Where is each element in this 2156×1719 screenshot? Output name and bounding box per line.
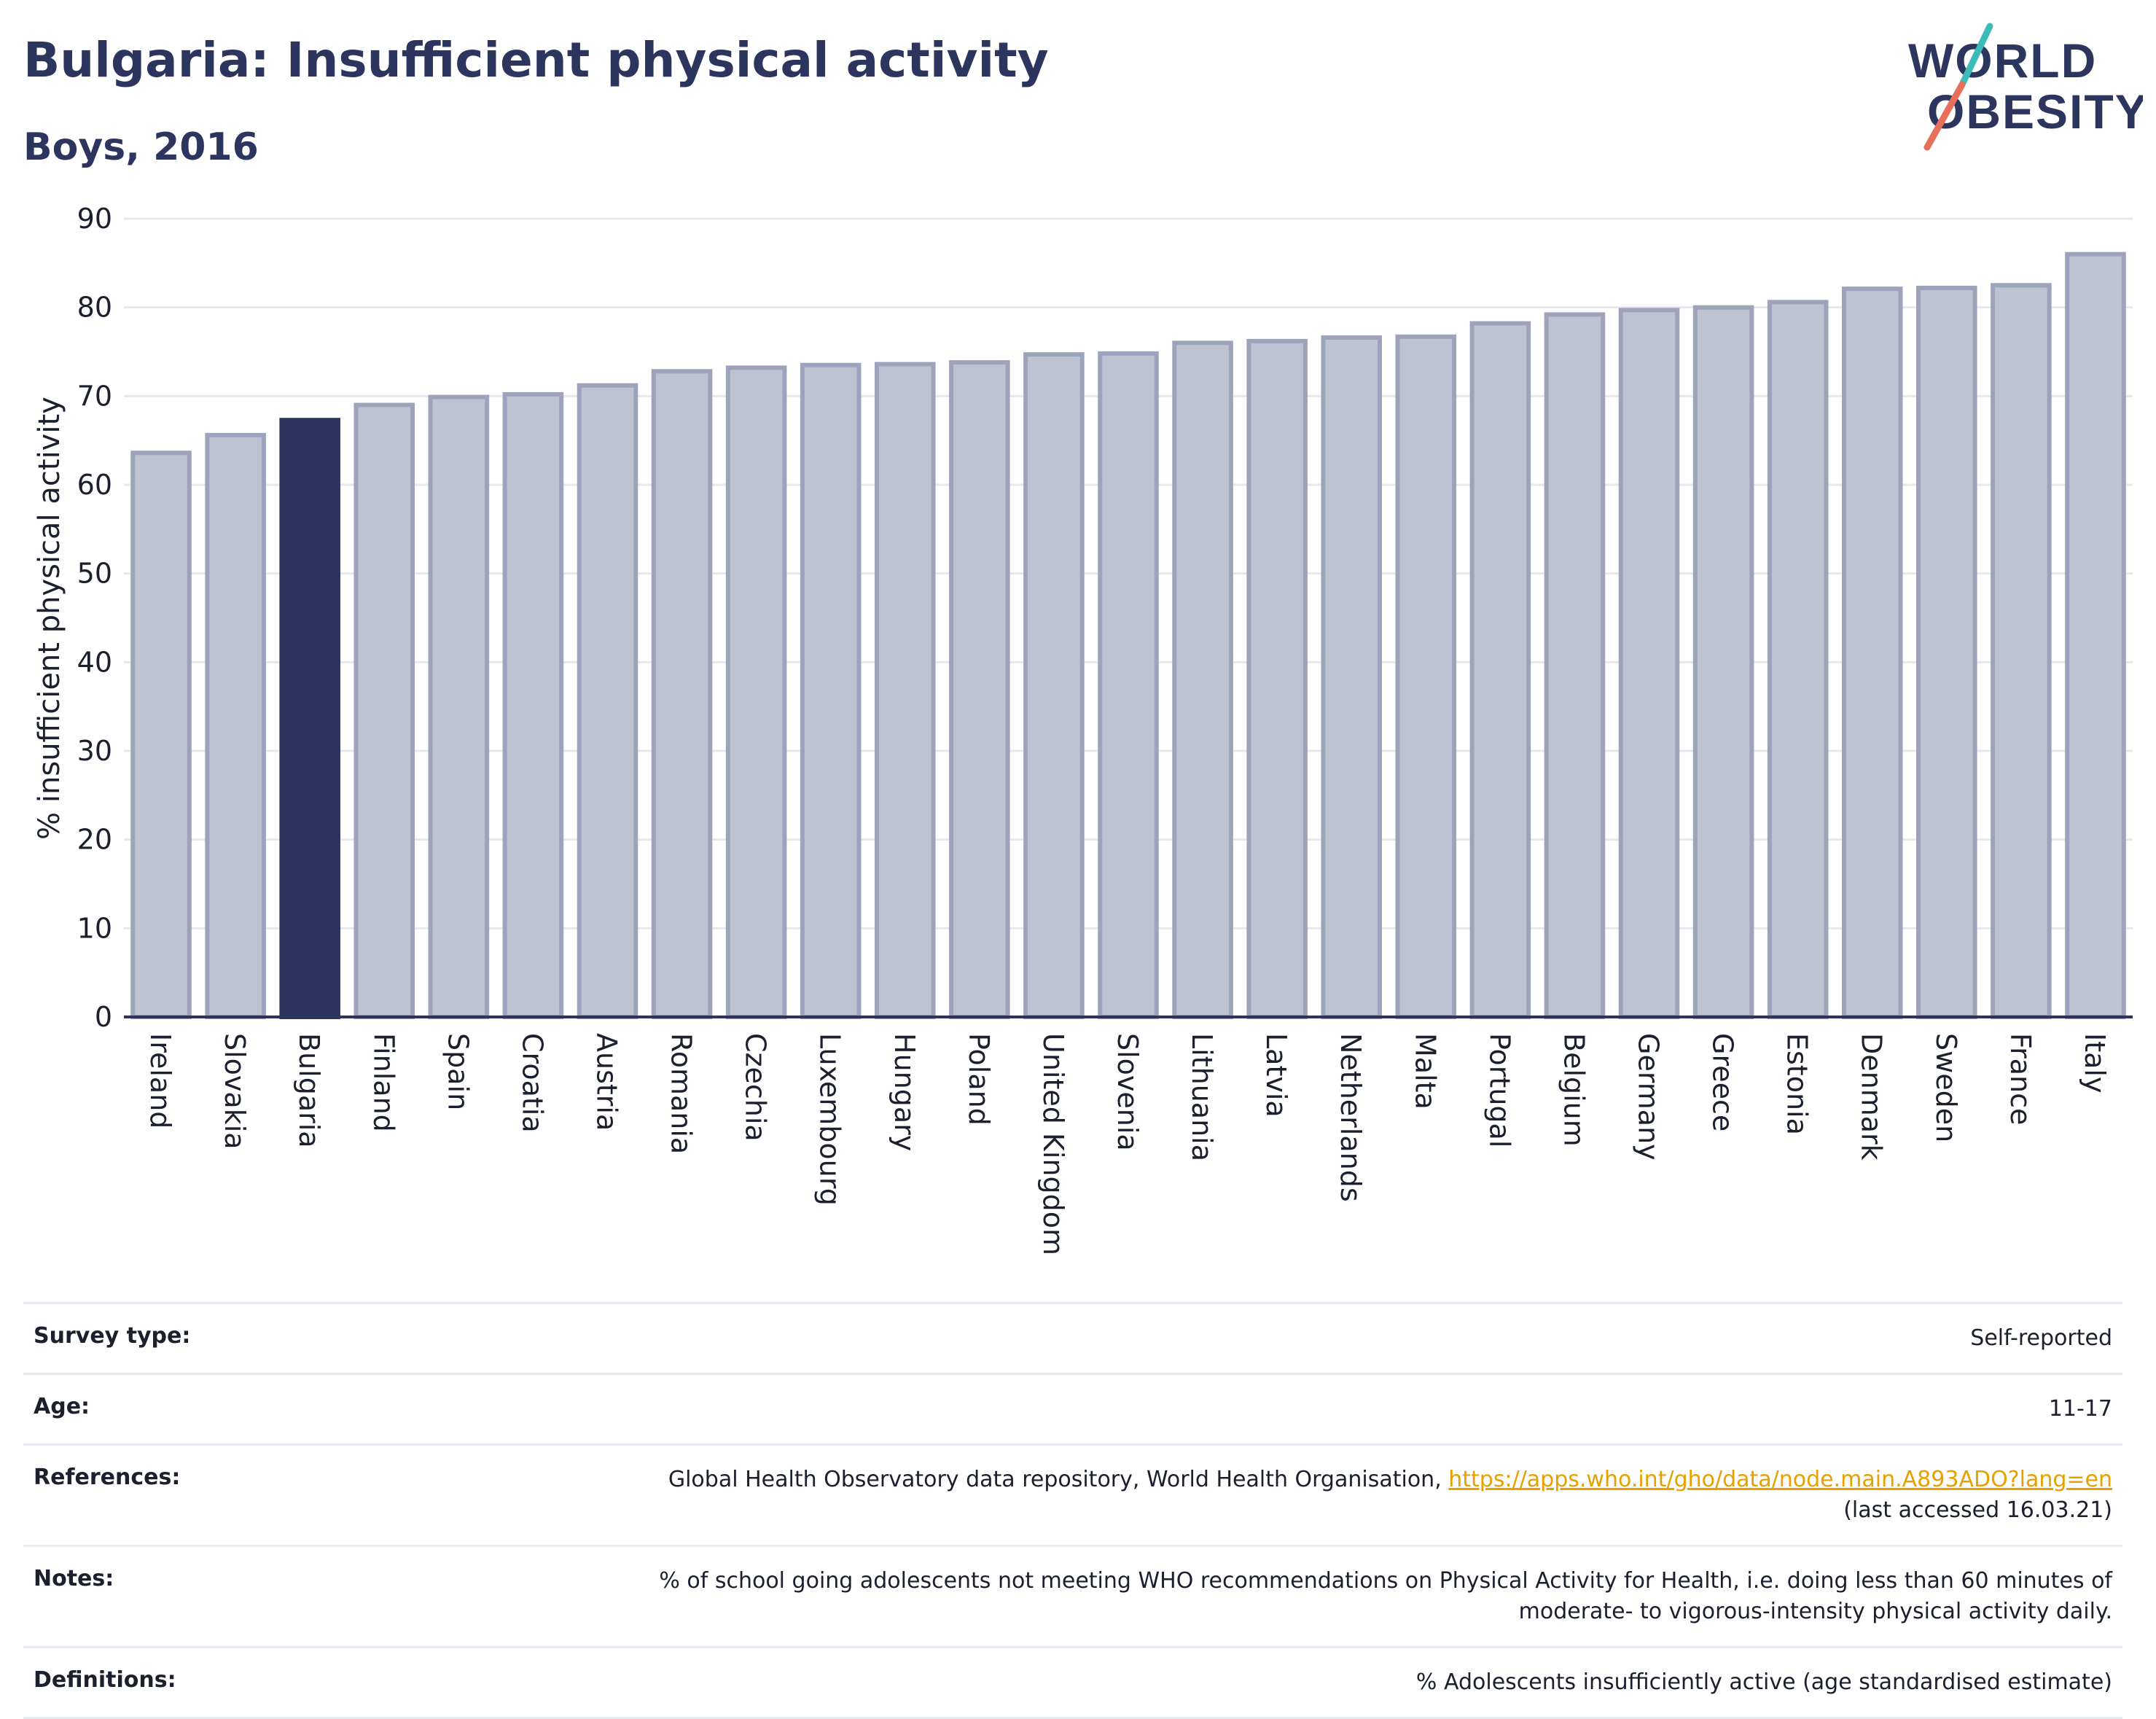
info-row-notes: Notes: % of school going adolescents not… — [23, 1545, 2122, 1646]
bar-bulgaria — [279, 418, 340, 1019]
x-tick-label: Denmark — [1856, 1033, 1888, 1161]
bar-germany — [1618, 308, 1680, 1020]
x-tick-label: Estonia — [1781, 1033, 1813, 1135]
x-tick-label: Spain — [442, 1033, 474, 1110]
bar-malta — [1395, 334, 1457, 1020]
x-tick-label: Latvia — [1260, 1033, 1292, 1118]
bar-italy — [2065, 252, 2126, 1020]
x-tick-label: Bulgaria — [293, 1033, 325, 1148]
x-tick-label: Netherlands — [1335, 1033, 1367, 1202]
bar-latvia — [1246, 338, 1308, 1019]
bar-slovakia — [205, 432, 266, 1019]
x-tick-label: Portugal — [1483, 1033, 1515, 1147]
bar-estonia — [1767, 300, 1829, 1020]
bar-lithuania — [1172, 340, 1233, 1020]
bar-portugal — [1469, 321, 1531, 1020]
references-text: Global Health Observatory data repositor… — [668, 1467, 1449, 1492]
bar-netherlands — [1321, 335, 1383, 1019]
info-row-age: Age: 11-17 — [23, 1373, 2122, 1443]
references-accessed: (last accessed 16.03.21) — [1843, 1497, 2112, 1523]
bar-luxembourg — [800, 362, 862, 1019]
x-tick-label: Finland — [367, 1033, 399, 1132]
x-tick-label: Greece — [1707, 1033, 1739, 1131]
references-value: Global Health Observatory data repositor… — [668, 1465, 2112, 1526]
bar-spain — [428, 394, 490, 1019]
x-tick-label: Italy — [2079, 1033, 2111, 1093]
page-subtitle: Boys, 2016 — [23, 125, 259, 169]
references-label: References: — [34, 1465, 181, 1490]
x-tick-label: United Kingdom — [1037, 1033, 1069, 1255]
logo-line1: WORLD — [1908, 34, 2097, 87]
world-obesity-logo: WORLD OBESITY — [1895, 20, 2147, 152]
bar-finland — [354, 402, 415, 1019]
x-tick-label: Czechia — [740, 1033, 772, 1142]
y-tick-label: 20 — [77, 824, 112, 856]
logo-line2: OBESITY — [1927, 85, 2143, 139]
info-table: Survey type: Self-reported Age: 11-17 Re… — [23, 1302, 2122, 1719]
x-tick-label: Austria — [590, 1033, 622, 1131]
bar-slovenia — [1098, 351, 1159, 1019]
bar-austria — [577, 383, 638, 1019]
bar-belgium — [1544, 312, 1606, 1019]
y-tick-label: 70 — [77, 380, 112, 412]
notes-line1: % of school going adolescents not meetin… — [659, 1568, 2112, 1594]
survey-type-value: Self-reported — [1970, 1325, 2112, 1351]
definitions-value: % Adolescents insufficiently active (age… — [1415, 1669, 2112, 1695]
x-tick-label: Germany — [1633, 1033, 1665, 1161]
y-tick-label: 80 — [77, 292, 112, 324]
x-tick-label: Slovakia — [219, 1033, 251, 1150]
x-tick-label: Luxembourg — [814, 1033, 846, 1206]
bar-romania — [651, 369, 713, 1019]
bar-sweden — [1916, 285, 1977, 1019]
age-label: Age: — [34, 1394, 90, 1419]
y-tick-label: 90 — [77, 203, 112, 235]
x-tick-label: France — [2004, 1033, 2036, 1125]
notes-value: % of school going adolescents not meetin… — [659, 1566, 2112, 1627]
bar-chart: 0 10 20 30 40 50 60 70 80 90 Ireland Slovakia Bulgar… — [77, 203, 2133, 1255]
y-tick-label: 0 — [95, 1001, 112, 1033]
bar-ireland — [130, 451, 192, 1019]
y-tick-label: 50 — [77, 558, 112, 590]
bar-united-kingdom — [1023, 352, 1085, 1019]
info-row-references: References: Global Health Observatory da… — [23, 1443, 2122, 1545]
survey-type-label: Survey type: — [34, 1323, 191, 1349]
y-tick-label: 60 — [77, 469, 112, 501]
notes-line2: moderate- to vigorous-intensity physical… — [1518, 1599, 2112, 1624]
x-tick-label: Slovenia — [1112, 1033, 1144, 1151]
info-row-definitions: Definitions: % Adolescents insufficientl… — [23, 1646, 2122, 1719]
bar-france — [1991, 283, 2052, 1019]
x-tick-label: Poland — [963, 1033, 995, 1126]
x-tick-label: Belgium — [1558, 1033, 1590, 1147]
x-tick-label: Hungary — [888, 1033, 921, 1151]
x-tick-label: Croatia — [516, 1033, 548, 1133]
x-tick-label: Ireland — [144, 1033, 176, 1129]
x-tick-label: Sweden — [1930, 1033, 1962, 1142]
y-tick-label: 30 — [77, 735, 112, 767]
bar-greece — [1692, 305, 1754, 1019]
y-axis-label: % insufficient physical activity — [33, 397, 66, 840]
y-tick-label: 40 — [77, 646, 112, 678]
x-tick-label: Lithuania — [1186, 1033, 1218, 1161]
bar-czechia — [725, 365, 787, 1019]
x-tick-label: Malta — [1409, 1033, 1441, 1110]
references-link[interactable]: https://apps.who.int/gho/data/node.main.… — [1448, 1467, 2112, 1492]
y-tick-label: 10 — [77, 912, 112, 944]
notes-label: Notes: — [34, 1566, 114, 1591]
info-row-survey-type: Survey type: Self-reported — [23, 1302, 2122, 1373]
page-title: Bulgaria: Insufficient physical activity — [23, 32, 1049, 88]
bar-hungary — [874, 362, 936, 1019]
age-value: 11-17 — [2048, 1396, 2112, 1422]
definitions-label: Definitions: — [34, 1667, 176, 1693]
bar-croatia — [502, 391, 564, 1019]
bar-denmark — [1841, 286, 1903, 1020]
bar-poland — [949, 360, 1010, 1020]
x-tick-label: Romania — [665, 1033, 698, 1154]
